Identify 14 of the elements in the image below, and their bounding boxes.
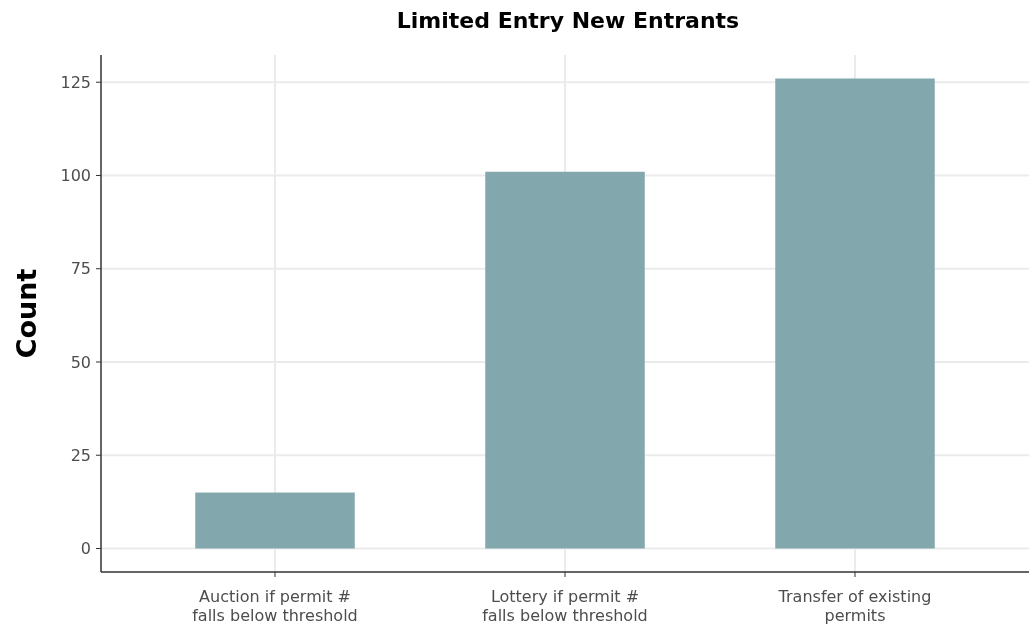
y-axis-title: Count bbox=[11, 268, 42, 359]
y-tick-label: 100 bbox=[60, 166, 91, 186]
bar bbox=[195, 492, 355, 549]
y-tick-label: 75 bbox=[70, 259, 91, 279]
y-tick-label: 125 bbox=[60, 72, 91, 92]
y-tick-label: 50 bbox=[70, 352, 91, 372]
x-tick-label: Auction if permit # falls below threshold bbox=[192, 587, 358, 626]
bar bbox=[775, 78, 935, 549]
x-tick-label: Lottery if permit # falls below threshold bbox=[482, 587, 648, 626]
chart-title: Limited Entry New Entrants bbox=[396, 8, 740, 33]
y-tick-label: 25 bbox=[70, 445, 91, 465]
x-tick-label: Transfer of existing permits bbox=[777, 587, 932, 626]
bar bbox=[485, 171, 645, 549]
y-tick-label: 0 bbox=[80, 539, 91, 559]
